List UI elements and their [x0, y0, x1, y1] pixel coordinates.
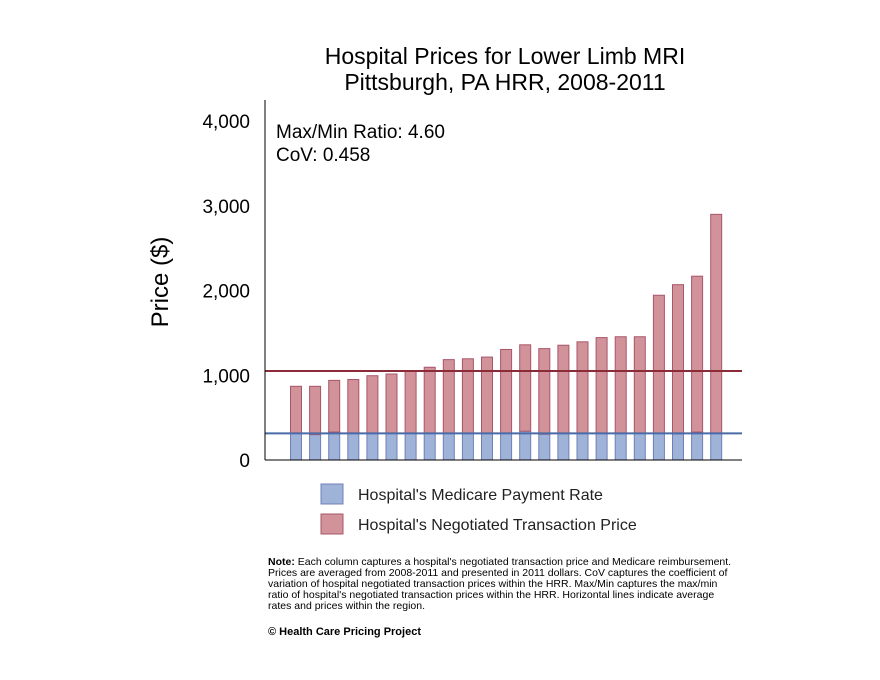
y-tick-label: 2,000	[202, 282, 250, 303]
bar-medicare-segment	[442, 432, 455, 461]
bar-medicare-segment	[404, 432, 417, 461]
bar-medicare-segment	[309, 434, 322, 461]
bar-negotiated-segment	[710, 213, 723, 434]
legend-swatch-negotiated	[320, 513, 344, 535]
legend-swatch-medicare	[320, 483, 344, 505]
copyright: © Health Care Pricing Project	[268, 626, 421, 638]
bar-negotiated-segment	[652, 294, 665, 434]
bar-medicare-segment	[461, 432, 474, 461]
bar-medicare-segment	[328, 431, 341, 461]
bar-medicare-segment	[614, 432, 627, 461]
bar-negotiated-segment	[309, 385, 322, 436]
footnote: Note: Each column captures a hospital's …	[268, 557, 738, 612]
bar-negotiated-segment	[633, 336, 646, 434]
y-tick-label: 4,000	[202, 112, 250, 133]
bar-medicare-segment	[652, 432, 665, 461]
bar-negotiated-segment	[519, 344, 532, 432]
bar-medicare-segment	[366, 432, 379, 461]
bar-negotiated-segment	[385, 373, 398, 434]
bar-negotiated-segment	[614, 336, 627, 434]
y-tick-label: 3,000	[202, 197, 250, 218]
bar-negotiated-segment	[328, 379, 341, 433]
chart: Hospital Prices for Lower Limb MRI Pitts…	[147, 43, 742, 535]
legend: Hospital's Medicare Payment Rate Hospita…	[320, 483, 637, 535]
bar-medicare-segment	[691, 431, 704, 461]
bar-medicare-segment	[519, 430, 532, 461]
bar-negotiated-segment	[347, 379, 360, 434]
y-tick-labels: 0 1,000 2,000 3,000 4,000	[202, 112, 250, 472]
footnote-text: Each column captures a hospital's negoti…	[268, 556, 732, 612]
reference-lines	[265, 370, 742, 435]
chart-title-line-2: Pittsburgh, PA HRR, 2008-2011	[344, 69, 665, 95]
bar-negotiated-segment	[404, 370, 417, 434]
bar-medicare-segment	[672, 433, 684, 461]
bar-negotiated-segment	[290, 385, 302, 434]
bar-medicare-segment	[481, 432, 493, 461]
bar-medicare-segment	[633, 432, 646, 461]
annotation-cov: CoV: 0.458	[276, 145, 370, 166]
bar-medicare-segment	[576, 432, 589, 461]
bar-medicare-segment	[385, 432, 398, 461]
bar-medicare-segment	[347, 432, 360, 461]
bar-medicare-segment	[290, 432, 302, 461]
y-axis-label: Price ($)	[147, 237, 174, 328]
bar-negotiated-segment	[595, 337, 608, 434]
chart-title-line-1: Hospital Prices for Lower Limb MRI	[325, 43, 685, 69]
bar-medicare-segment	[557, 432, 570, 461]
bar-negotiated-segment	[672, 284, 684, 435]
bar-negotiated-segment	[538, 348, 551, 435]
y-tick-label: 1,000	[202, 366, 250, 387]
bar-negotiated-segment	[500, 348, 513, 434]
bar-medicare-segment	[710, 432, 723, 461]
bar-negotiated-segment	[576, 341, 589, 434]
bars	[290, 213, 723, 461]
bar-negotiated-segment	[423, 366, 436, 434]
y-tick-label: 0	[239, 451, 250, 472]
bar-medicare-segment	[500, 432, 513, 461]
bar-negotiated-segment	[481, 356, 493, 434]
footnote-label: Note:	[268, 556, 295, 568]
bar-negotiated-segment	[691, 275, 704, 433]
annotation-max-min-ratio: Max/Min Ratio: 4.60	[276, 122, 445, 143]
bar-medicare-segment	[538, 433, 551, 461]
legend-label-negotiated: Hospital's Negotiated Transaction Price	[358, 517, 637, 534]
bar-negotiated-segment	[366, 375, 379, 434]
bar-negotiated-segment	[557, 344, 570, 434]
bar-medicare-segment	[423, 432, 436, 461]
bar-medicare-segment	[595, 432, 608, 461]
bar-negotiated-segment	[461, 358, 474, 434]
legend-label-medicare: Hospital's Medicare Payment Rate	[358, 487, 603, 504]
